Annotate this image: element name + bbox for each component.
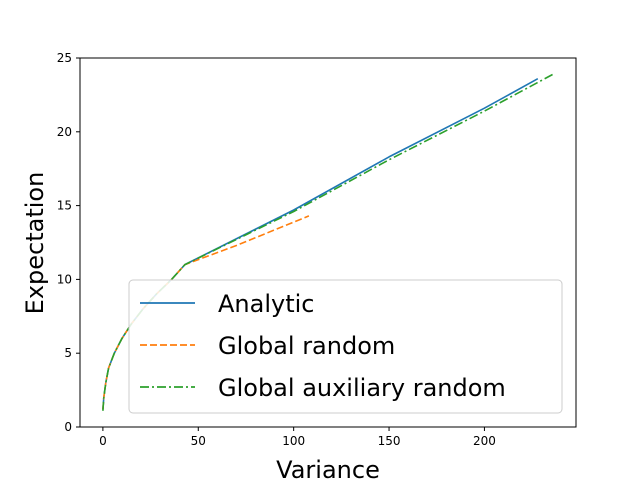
legend-label-1: Analytic <box>218 290 314 318</box>
x-tick-label: 150 <box>378 434 401 448</box>
y-tick-label: 15 <box>57 199 72 213</box>
legend-label-2: Global random <box>218 332 395 360</box>
legend: Analytic Global random Global auxiliary ra… <box>128 279 563 414</box>
y-tick-label: 20 <box>57 125 72 139</box>
legend-box <box>128 279 563 414</box>
y-tick-label: 5 <box>64 346 72 360</box>
x-tick-label: 200 <box>473 434 496 448</box>
legend-label-3: Global auxiliary random <box>218 374 506 402</box>
x-axis-ticks: 0 50 100 150 200 <box>99 427 496 448</box>
x-tick-label: 0 <box>99 434 107 448</box>
axes-frame <box>79 57 577 428</box>
y-axis-label: Expectation <box>21 172 49 315</box>
y-tick-label: 10 <box>57 272 72 286</box>
y-tick-label: 25 <box>57 51 72 65</box>
x-tick-label: 50 <box>191 434 206 448</box>
y-axis-ticks: 0 5 10 15 20 25 <box>57 51 80 434</box>
y-tick-label: 0 <box>64 420 72 434</box>
x-axis-label: Variance <box>276 456 380 480</box>
legend-entries: Analytic Global random Global auxiliary ra… <box>140 290 506 402</box>
x-tick-label: 100 <box>282 434 305 448</box>
